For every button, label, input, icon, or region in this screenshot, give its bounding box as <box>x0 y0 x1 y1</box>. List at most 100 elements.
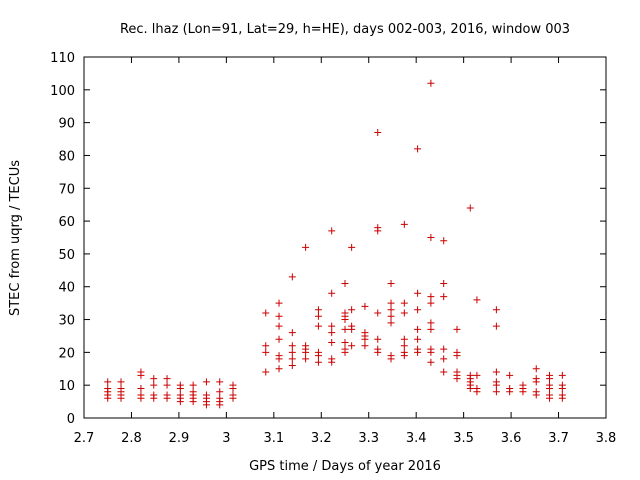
x-tick-label: 3.8 <box>596 431 617 446</box>
data-point <box>328 329 336 337</box>
data-point <box>202 391 210 399</box>
data-point <box>341 345 349 353</box>
data-point <box>387 279 395 287</box>
data-point <box>387 306 395 314</box>
data-point <box>400 335 408 343</box>
data-point <box>216 378 224 386</box>
data-point <box>150 381 158 389</box>
y-tick-label: 110 <box>50 51 75 66</box>
y-tick-label: 70 <box>58 182 75 197</box>
x-tick-label: 2.8 <box>121 431 142 446</box>
data-point <box>348 306 356 314</box>
y-tick-label: 60 <box>58 215 75 230</box>
y-tick-label: 100 <box>50 84 75 99</box>
data-point <box>150 375 158 383</box>
data-point <box>374 335 382 343</box>
data-point <box>150 391 158 399</box>
data-point <box>361 329 369 337</box>
data-point <box>302 355 310 363</box>
data-point <box>374 345 382 353</box>
data-point <box>163 391 171 399</box>
data-point <box>189 381 197 389</box>
y-tick-label: 20 <box>58 346 75 361</box>
data-point <box>414 289 422 297</box>
data-point <box>341 309 349 317</box>
data-point <box>546 381 554 389</box>
data-point <box>341 279 349 287</box>
data-point <box>328 289 336 297</box>
data-point <box>302 342 310 350</box>
data-point <box>440 355 448 363</box>
data-point <box>453 368 461 376</box>
data-point <box>216 394 224 402</box>
data-point <box>473 371 481 379</box>
data-point <box>117 378 125 386</box>
data-point <box>492 378 500 386</box>
data-point <box>374 128 382 136</box>
data-point <box>387 299 395 307</box>
y-tick-label: 80 <box>58 149 75 164</box>
data-point <box>275 312 283 320</box>
y-tick-label: 50 <box>58 248 75 263</box>
x-tick-label: 3.7 <box>548 431 569 446</box>
data-point <box>440 345 448 353</box>
data-point <box>314 348 322 356</box>
data-point <box>176 391 184 399</box>
data-point <box>341 339 349 347</box>
data-point <box>302 243 310 251</box>
data-point <box>532 388 540 396</box>
x-tick-label: 3.1 <box>263 431 284 446</box>
data-point <box>427 345 435 353</box>
data-point <box>314 322 322 330</box>
data-point <box>427 325 435 333</box>
data-point <box>341 325 349 333</box>
data-point <box>163 381 171 389</box>
data-point <box>117 384 125 392</box>
data-point <box>414 306 422 314</box>
data-point <box>314 312 322 320</box>
data-point <box>414 325 422 333</box>
data-point <box>202 378 210 386</box>
data-point <box>427 79 435 87</box>
data-point <box>387 312 395 320</box>
data-point <box>558 381 566 389</box>
data-point <box>314 306 322 314</box>
data-point <box>400 309 408 317</box>
y-tick-label: 10 <box>58 379 75 394</box>
data-point <box>275 365 283 373</box>
data-point <box>104 384 112 392</box>
data-point <box>328 339 336 347</box>
data-point <box>216 388 224 396</box>
data-point <box>328 322 336 330</box>
data-point <box>137 368 145 376</box>
data-point <box>314 358 322 366</box>
x-tick-label: 3 <box>222 431 230 446</box>
y-tick-label: 0 <box>67 412 75 427</box>
data-point <box>374 309 382 317</box>
y-axis: 0 10 20 30 40 50 60 70 80 90 100 110 <box>50 51 606 427</box>
x-tick-label: 3.6 <box>501 431 522 446</box>
data-point <box>262 309 270 317</box>
data-point <box>440 279 448 287</box>
x-tick-label: 3.3 <box>358 431 379 446</box>
data-point <box>400 348 408 356</box>
data-point <box>275 299 283 307</box>
data-point <box>262 368 270 376</box>
data-point <box>348 243 356 251</box>
y-tick-label: 30 <box>58 314 75 329</box>
data-point <box>546 371 554 379</box>
data-point <box>546 391 554 399</box>
data-point <box>229 381 237 389</box>
data-point <box>288 355 296 363</box>
data-point <box>348 322 356 330</box>
data-point <box>400 220 408 228</box>
data-point <box>466 371 474 379</box>
data-point <box>427 293 435 301</box>
data-point <box>492 368 500 376</box>
x-tick-label: 3.2 <box>311 431 332 446</box>
x-tick-label: 2.9 <box>169 431 190 446</box>
x-axis-label: GPS time / Days of year 2016 <box>249 459 441 474</box>
data-point <box>189 388 197 396</box>
data-point <box>288 273 296 281</box>
